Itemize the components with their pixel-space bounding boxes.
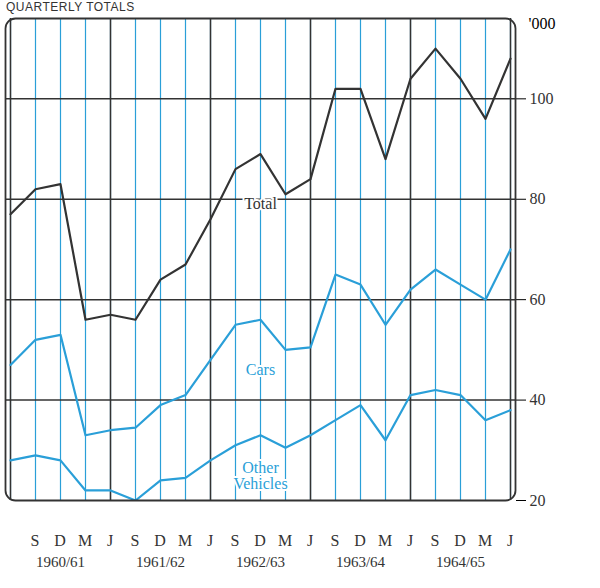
svg-text:S: S [231, 532, 241, 549]
svg-text:D: D [454, 532, 467, 549]
svg-text:Total: Total [244, 195, 277, 212]
html-text:QUARTERLY TOTALS: QUARTERLY TOTALS [6, 0, 135, 14]
svg-text:D: D [254, 532, 267, 549]
svg-text:S: S [131, 532, 141, 549]
svg-text:40: 40 [530, 391, 546, 408]
svg-text:J: J [207, 532, 214, 549]
svg-text:1960/61: 1960/61 [36, 554, 85, 570]
svg-text:1964/65: 1964/65 [436, 554, 485, 570]
svg-text:J: J [407, 532, 414, 549]
svg-text:60: 60 [530, 291, 546, 308]
svg-text:S: S [331, 532, 341, 549]
svg-text:Cars: Cars [246, 361, 275, 378]
svg-text:J: J [507, 532, 514, 549]
svg-text:80: 80 [530, 190, 546, 207]
svg-text:J: J [307, 532, 314, 549]
svg-text:20: 20 [530, 492, 546, 509]
svg-text:OtherVehicles: OtherVehicles [233, 459, 287, 492]
svg-text:1963/64: 1963/64 [336, 554, 386, 570]
svg-text:100: 100 [530, 90, 554, 107]
svg-text:M: M [378, 532, 393, 549]
svg-text:M: M [478, 532, 493, 549]
svg-text:M: M [178, 532, 193, 549]
svg-text:'000: '000 [529, 15, 556, 32]
svg-text:J: J [107, 532, 114, 549]
svg-text:D: D [154, 532, 167, 549]
svg-text:D: D [354, 532, 367, 549]
svg-text:S: S [31, 532, 41, 549]
svg-text:M: M [78, 532, 93, 549]
svg-text:1962/63: 1962/63 [236, 554, 285, 570]
svg-text:S: S [431, 532, 441, 549]
svg-text:M: M [278, 532, 293, 549]
svg-text:D: D [54, 532, 67, 549]
svg-text:1961/62: 1961/62 [136, 554, 185, 570]
